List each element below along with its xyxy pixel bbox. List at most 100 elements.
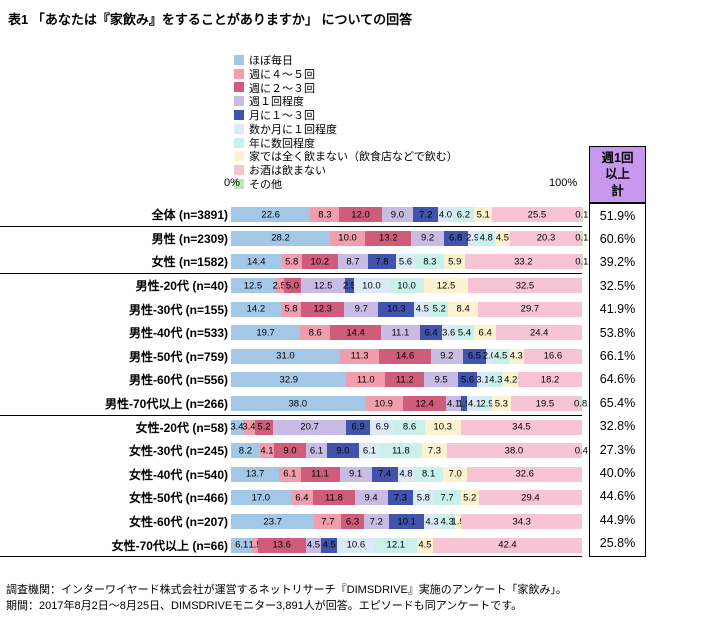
bar-segment: 12.5 bbox=[301, 278, 346, 294]
chart-row: 男性-20代 (n=40) 12.5 2.5 5.0 12.5 2.5 10.0 10.0 12… bbox=[0, 273, 582, 298]
bar-segment-value: 19.5 bbox=[535, 397, 555, 409]
bar-segment-value: 4.5 bbox=[322, 539, 336, 551]
bar-segment: 34.5 bbox=[460, 419, 583, 435]
total-value: 27.3% bbox=[599, 442, 636, 457]
chart-title: 表1 「あなたは『家飲み』をすることがありますか」 についての回答 bbox=[8, 12, 413, 27]
bar-segment-value: 9.0 bbox=[390, 209, 404, 221]
row-label: 男性-70代以上 (n=266) bbox=[104, 397, 228, 412]
row-label: 男性 (n=2309) bbox=[151, 231, 228, 246]
row-label: 女性-40代 (n=540) bbox=[128, 467, 228, 482]
bar-segment: 7.0 bbox=[442, 466, 468, 482]
bar-segment-value: 4.5 bbox=[418, 539, 432, 551]
bar-segment-value: 9.2 bbox=[420, 232, 435, 244]
bar-segment-value: 7.2 bbox=[419, 209, 433, 221]
bar-segment: 4.2 bbox=[503, 372, 519, 388]
legend-label: 月に１～３回 bbox=[249, 110, 315, 123]
bar-segment: 7.2 bbox=[363, 514, 389, 530]
bar-segment-value: 9.7 bbox=[354, 303, 368, 315]
chart-row: 女性-50代 (n=466) 17.0 6.4 11.8 9.4 7.3 5.8 7.7 5.2… bbox=[0, 486, 583, 510]
legend-item: 週に４～５回 bbox=[234, 67, 458, 81]
bar-segment-value: 4.3 bbox=[509, 350, 523, 362]
total-value: 25.8% bbox=[599, 536, 636, 551]
bar-segment: 14.2 bbox=[231, 301, 281, 317]
legend-item: お酒は飲まない bbox=[234, 163, 458, 177]
bar-segment-value: 4.5 bbox=[494, 350, 508, 362]
total-value: 60.6% bbox=[599, 232, 636, 247]
legend-item: 数か月に１回程度 bbox=[234, 122, 458, 136]
bar-segment-value: 13.6 bbox=[272, 539, 291, 551]
bar-segment: 12.3 bbox=[301, 301, 345, 317]
chart-row: 女性 (n=1582) 14.4 5.8 10.2 8.7 7.8 5.6 8.3 5.9 33.… bbox=[0, 250, 588, 274]
bar-segment: 8.6 bbox=[300, 325, 331, 341]
bar-segment-value: 34.3 bbox=[512, 515, 531, 527]
bar-segment-value: 7.7 bbox=[440, 492, 454, 504]
bar-segment: 4.1 bbox=[467, 396, 482, 412]
bar-segment: 11.8 bbox=[380, 443, 422, 459]
bar-segment: 5.6 bbox=[395, 254, 416, 270]
chart-row: 全体 (n=3891) 22.6 8.3 12.0 9.0 7.2 4.0 6.2 5.1 25.… bbox=[0, 203, 588, 227]
bar-segment: 6.2 bbox=[452, 207, 475, 223]
bar-segment: 12.1 bbox=[374, 537, 418, 553]
bar-segment-value: 14.4 bbox=[346, 327, 365, 339]
bar-segment: 7.3 bbox=[421, 443, 448, 459]
bar-segment: 3.4 bbox=[242, 419, 256, 435]
bar-segment-value: 6.1 bbox=[362, 444, 377, 456]
total-value: 40.0% bbox=[599, 465, 636, 480]
bar-segment-value: 13.7 bbox=[245, 468, 265, 480]
bar-segment-value: 8.6 bbox=[308, 327, 322, 339]
bar-segment-value: 7.4 bbox=[377, 468, 392, 480]
bar-segment: 9.2 bbox=[430, 348, 464, 364]
chart-rows: 全体 (n=3891) 22.6 8.3 12.0 9.0 7.2 4.0 6.2 5.1 25.… bbox=[0, 203, 588, 557]
bar-segment: 6.4 bbox=[473, 325, 497, 341]
footer: 調査機関：インターワイヤード株式会社が運営するネットリサーチ『DIMSDRIVE… bbox=[6, 583, 567, 615]
legend-item: 年に数回程度 bbox=[234, 136, 458, 150]
bar-segment: 31.0 bbox=[231, 348, 340, 364]
bar-segment: 4.5 bbox=[494, 230, 511, 246]
bar-segment-value: 38.0 bbox=[504, 444, 524, 456]
totals-column: 51.9% 60.6% 39.2% 32.5% 41.9% 53.8% 66.1% 64.6%… bbox=[589, 203, 646, 557]
total-column-header: 週1回 以上 計 bbox=[589, 146, 646, 203]
legend-swatch bbox=[234, 96, 244, 107]
chart-row: 女性-30代 (n=245) 8.2 4.1 9.0 6.1 9.0 6.1 11.8 7.3 3… bbox=[0, 439, 588, 463]
bar-segment: 29.7 bbox=[477, 301, 582, 317]
bar-segment-value: 7.0 bbox=[448, 468, 462, 480]
bar-segment: 1.9 bbox=[451, 514, 465, 530]
bar-segment-value: 5.2 bbox=[257, 421, 271, 433]
bar-segment: 9.5 bbox=[424, 372, 458, 388]
bar-segment: 6.1 bbox=[358, 443, 381, 459]
bar-segment: 5.2 bbox=[460, 490, 479, 506]
bar-segment: 2.0 bbox=[483, 348, 496, 364]
bar-segment-value: 7.2 bbox=[369, 515, 383, 527]
bar-segment-value: 29.7 bbox=[520, 303, 540, 315]
bar-segment-value: 5.8 bbox=[285, 256, 299, 268]
row-label: 全体 (n=3891) bbox=[151, 208, 228, 223]
bar-segment: 8.7 bbox=[337, 254, 369, 270]
bar-segment-value: 9.0 bbox=[283, 444, 297, 456]
total-value: 41.9% bbox=[599, 302, 636, 317]
row-label: 女性-20代 (n=58) bbox=[135, 420, 228, 435]
total-value: 66.1% bbox=[599, 349, 636, 364]
stacked-bar: 23.7 7.7 6.3 7.2 10.1 4.3 4.3 1.9 34.3 bbox=[231, 514, 583, 530]
axis-max-label: 100% bbox=[549, 177, 578, 189]
bar-segment-value: 6.8 bbox=[449, 232, 463, 244]
bar-segment-value: 4.0 bbox=[438, 209, 453, 221]
total-value: 51.9% bbox=[599, 208, 636, 223]
bar-segment: 6.1 bbox=[279, 466, 301, 482]
chart-row: 女性-20代 (n=58) 3.4 3.4 5.2 20.7 6.9 6.9 8.6 10.3 3… bbox=[0, 414, 583, 439]
bar-segment-value: 3.6 bbox=[442, 327, 456, 339]
bar-segment-value: 24.4 bbox=[529, 327, 549, 339]
row-label: 女性-70代以上 (n=66) bbox=[111, 538, 228, 553]
bar-segment: 7.7 bbox=[314, 514, 342, 530]
row-label: 男性-60代 (n=556) bbox=[128, 373, 228, 388]
bar-segment: 8.3 bbox=[415, 254, 445, 270]
bar-segment-value: 1.9 bbox=[451, 515, 465, 527]
bar-segment-value: 9.2 bbox=[440, 350, 454, 362]
legend-label: 週に４～５回 bbox=[249, 68, 315, 81]
bar-segment: 2.9 bbox=[466, 230, 479, 246]
bar-segment-value: 4.5 bbox=[306, 539, 321, 551]
bar-segment: 33.2 bbox=[465, 254, 582, 270]
bar-segment: 13.6 bbox=[257, 537, 306, 553]
bar-segment: 4.5 bbox=[321, 537, 338, 553]
bar-segment: 14.4 bbox=[231, 254, 282, 270]
bar-segment-value: 4.1 bbox=[446, 397, 461, 409]
